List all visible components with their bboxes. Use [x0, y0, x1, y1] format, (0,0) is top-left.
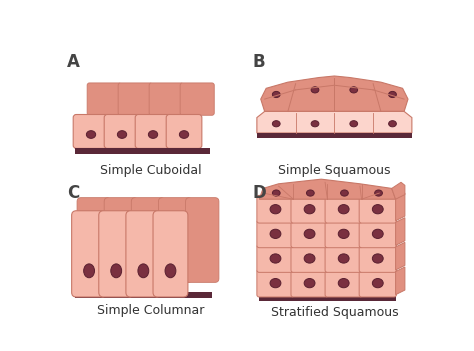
- Ellipse shape: [389, 121, 396, 127]
- Ellipse shape: [270, 278, 281, 288]
- FancyBboxPatch shape: [359, 196, 396, 223]
- Ellipse shape: [311, 87, 319, 93]
- Ellipse shape: [373, 278, 383, 288]
- Ellipse shape: [270, 254, 281, 263]
- FancyBboxPatch shape: [359, 269, 396, 297]
- Text: D: D: [253, 184, 267, 202]
- FancyBboxPatch shape: [291, 269, 328, 297]
- FancyBboxPatch shape: [153, 211, 188, 297]
- Ellipse shape: [118, 131, 127, 138]
- Polygon shape: [396, 218, 405, 245]
- Ellipse shape: [373, 229, 383, 238]
- FancyBboxPatch shape: [257, 245, 294, 272]
- FancyBboxPatch shape: [291, 245, 328, 272]
- Polygon shape: [257, 111, 412, 133]
- Ellipse shape: [338, 278, 349, 288]
- Ellipse shape: [350, 87, 357, 93]
- FancyBboxPatch shape: [291, 220, 328, 248]
- FancyBboxPatch shape: [73, 114, 109, 148]
- Ellipse shape: [374, 190, 383, 196]
- Ellipse shape: [304, 205, 315, 214]
- FancyBboxPatch shape: [257, 269, 294, 297]
- FancyBboxPatch shape: [359, 220, 396, 248]
- FancyBboxPatch shape: [149, 83, 183, 115]
- Ellipse shape: [307, 190, 314, 196]
- FancyBboxPatch shape: [180, 83, 214, 115]
- Ellipse shape: [86, 131, 96, 138]
- Ellipse shape: [341, 190, 348, 196]
- Ellipse shape: [273, 190, 280, 196]
- Polygon shape: [259, 179, 396, 199]
- Bar: [257, 133, 412, 138]
- Ellipse shape: [270, 205, 281, 214]
- FancyBboxPatch shape: [158, 198, 192, 282]
- FancyBboxPatch shape: [72, 211, 107, 297]
- FancyBboxPatch shape: [325, 245, 362, 272]
- FancyBboxPatch shape: [118, 83, 152, 115]
- FancyBboxPatch shape: [257, 220, 294, 248]
- FancyBboxPatch shape: [126, 211, 161, 297]
- FancyBboxPatch shape: [291, 196, 328, 223]
- FancyBboxPatch shape: [325, 220, 362, 248]
- FancyBboxPatch shape: [77, 198, 110, 282]
- Ellipse shape: [148, 131, 158, 138]
- FancyBboxPatch shape: [131, 198, 164, 282]
- Text: Simple Squamous: Simple Squamous: [278, 164, 391, 177]
- Polygon shape: [261, 76, 408, 111]
- FancyBboxPatch shape: [99, 211, 134, 297]
- FancyBboxPatch shape: [104, 198, 137, 282]
- FancyBboxPatch shape: [325, 269, 362, 297]
- Polygon shape: [396, 242, 405, 270]
- Ellipse shape: [304, 254, 315, 263]
- FancyBboxPatch shape: [325, 196, 362, 223]
- Ellipse shape: [338, 229, 349, 238]
- Ellipse shape: [373, 254, 383, 263]
- Text: A: A: [67, 53, 80, 71]
- Polygon shape: [396, 267, 405, 295]
- Ellipse shape: [373, 205, 383, 214]
- Bar: [75, 148, 210, 154]
- Text: Simple Cuboidal: Simple Cuboidal: [100, 164, 201, 177]
- FancyBboxPatch shape: [186, 198, 219, 282]
- Polygon shape: [392, 182, 405, 199]
- Ellipse shape: [111, 264, 122, 278]
- Ellipse shape: [273, 91, 280, 98]
- Ellipse shape: [350, 121, 357, 127]
- FancyBboxPatch shape: [104, 114, 140, 148]
- FancyBboxPatch shape: [166, 114, 202, 148]
- Text: Simple Columnar: Simple Columnar: [97, 304, 204, 317]
- Bar: [259, 296, 396, 301]
- Text: C: C: [67, 184, 79, 202]
- FancyBboxPatch shape: [359, 245, 396, 272]
- Bar: [75, 292, 212, 298]
- FancyBboxPatch shape: [257, 196, 294, 223]
- Ellipse shape: [338, 254, 349, 263]
- Ellipse shape: [270, 229, 281, 238]
- Polygon shape: [396, 193, 405, 221]
- Ellipse shape: [389, 91, 396, 98]
- Ellipse shape: [304, 229, 315, 238]
- Ellipse shape: [165, 264, 176, 278]
- Ellipse shape: [273, 121, 280, 127]
- Ellipse shape: [179, 131, 189, 138]
- Ellipse shape: [304, 278, 315, 288]
- Text: Stratified Squamous: Stratified Squamous: [271, 306, 398, 319]
- Text: B: B: [253, 53, 265, 71]
- Ellipse shape: [84, 264, 94, 278]
- Ellipse shape: [138, 264, 149, 278]
- Ellipse shape: [338, 205, 349, 214]
- FancyBboxPatch shape: [135, 114, 171, 148]
- FancyBboxPatch shape: [87, 83, 121, 115]
- Ellipse shape: [311, 121, 319, 127]
